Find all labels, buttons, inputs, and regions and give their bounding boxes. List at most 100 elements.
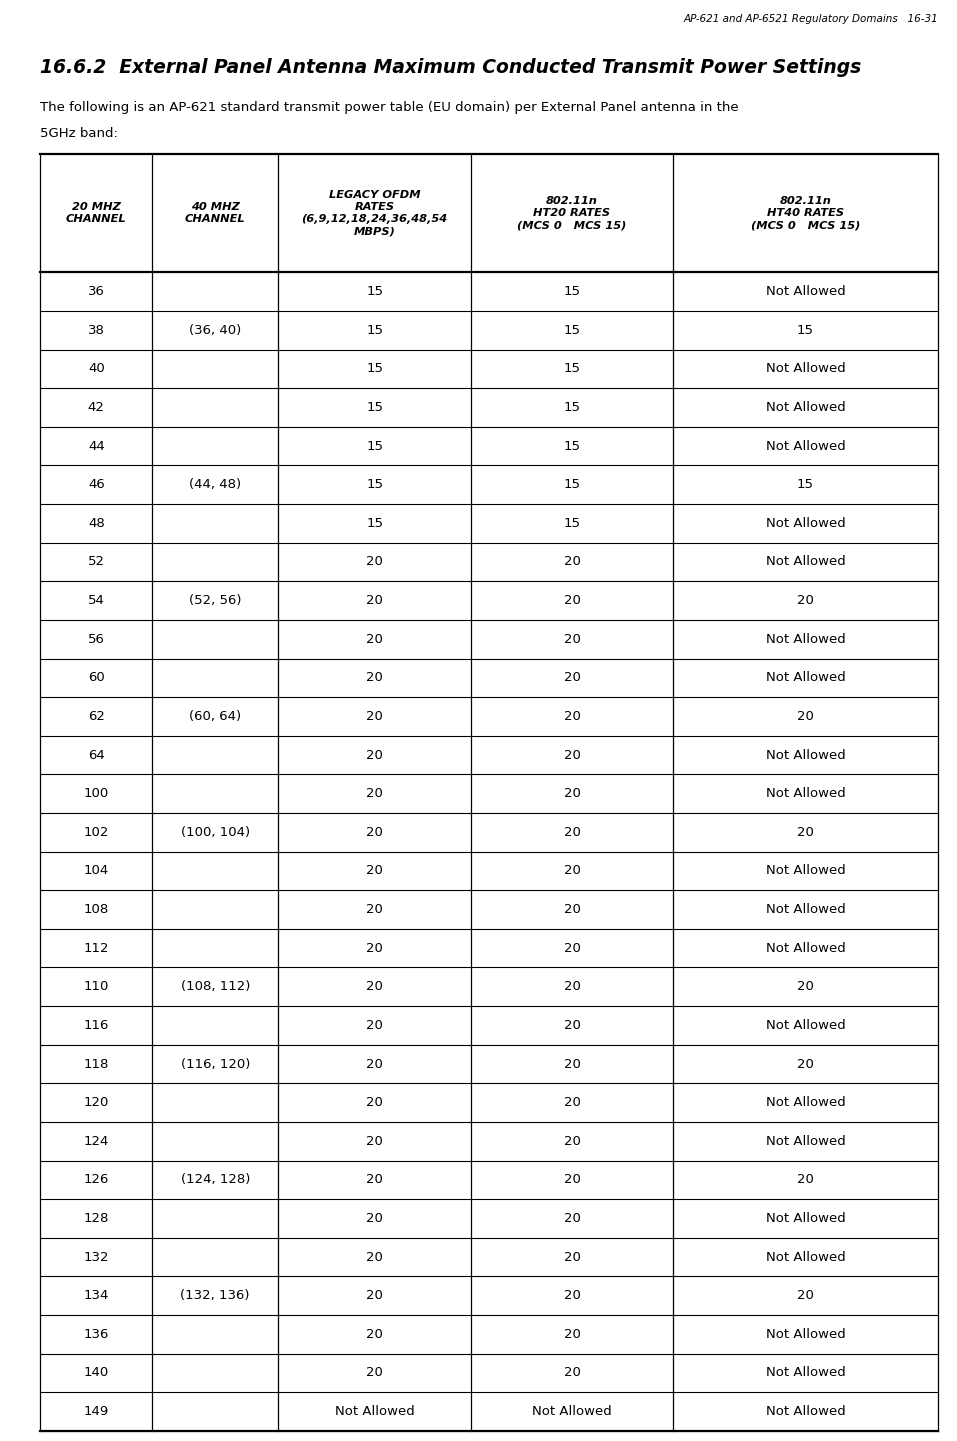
Text: 15: 15 <box>367 324 383 337</box>
Text: 54: 54 <box>88 594 104 607</box>
Text: 20: 20 <box>367 1212 383 1225</box>
Text: 108: 108 <box>83 904 109 916</box>
Text: 15: 15 <box>797 324 814 337</box>
Text: (52, 56): (52, 56) <box>189 594 241 607</box>
Text: 20: 20 <box>564 1058 581 1071</box>
Text: 56: 56 <box>88 633 104 646</box>
Text: 15: 15 <box>564 285 581 298</box>
Text: 5GHz band:: 5GHz band: <box>40 127 118 140</box>
Text: Not Allowed: Not Allowed <box>766 1405 845 1418</box>
Text: 38: 38 <box>88 324 104 337</box>
Text: (100, 104): (100, 104) <box>181 826 250 839</box>
Text: Not Allowed: Not Allowed <box>766 1019 845 1032</box>
Text: 20: 20 <box>797 1058 813 1071</box>
Text: Not Allowed: Not Allowed <box>766 633 845 646</box>
Text: (60, 64): (60, 64) <box>189 710 241 723</box>
Text: 20: 20 <box>367 1134 383 1148</box>
Text: 20: 20 <box>564 748 581 762</box>
Text: 20: 20 <box>797 826 813 839</box>
Text: 20: 20 <box>367 787 383 800</box>
Text: 110: 110 <box>83 980 109 993</box>
Text: Not Allowed: Not Allowed <box>335 1405 414 1418</box>
Text: Not Allowed: Not Allowed <box>766 1327 845 1342</box>
Text: Not Allowed: Not Allowed <box>766 1134 845 1148</box>
Text: 124: 124 <box>83 1134 109 1148</box>
Text: 36: 36 <box>88 285 104 298</box>
Text: 20: 20 <box>367 865 383 878</box>
Text: 102: 102 <box>83 826 109 839</box>
Text: 40 MHZ
CHANNEL: 40 MHZ CHANNEL <box>185 202 246 225</box>
Text: (124, 128): (124, 128) <box>181 1173 250 1186</box>
Text: 132: 132 <box>83 1251 109 1264</box>
Text: Not Allowed: Not Allowed <box>766 362 845 376</box>
Text: 140: 140 <box>83 1366 109 1379</box>
Text: 52: 52 <box>88 555 105 569</box>
Text: 126: 126 <box>83 1173 109 1186</box>
Text: 20: 20 <box>564 1173 581 1186</box>
Text: 136: 136 <box>83 1327 109 1342</box>
Text: 20: 20 <box>564 1327 581 1342</box>
Text: 20: 20 <box>367 710 383 723</box>
Text: 104: 104 <box>83 865 109 878</box>
Text: 15: 15 <box>367 362 383 376</box>
Text: 20: 20 <box>564 1134 581 1148</box>
Text: 15: 15 <box>564 517 581 530</box>
Text: 20: 20 <box>564 1019 581 1032</box>
Text: Not Allowed: Not Allowed <box>532 1405 612 1418</box>
Text: 40: 40 <box>88 362 104 376</box>
Text: Not Allowed: Not Allowed <box>766 1366 845 1379</box>
Text: 20: 20 <box>564 1251 581 1264</box>
Text: Not Allowed: Not Allowed <box>766 904 845 916</box>
Text: 20: 20 <box>564 1290 581 1303</box>
Text: 20: 20 <box>367 594 383 607</box>
Text: 20: 20 <box>564 633 581 646</box>
Text: Not Allowed: Not Allowed <box>766 787 845 800</box>
Text: 20: 20 <box>564 941 581 955</box>
Text: 20: 20 <box>367 904 383 916</box>
Text: Not Allowed: Not Allowed <box>766 941 845 955</box>
Text: 20: 20 <box>367 1058 383 1071</box>
Text: 20: 20 <box>797 1173 813 1186</box>
Text: 120: 120 <box>83 1097 109 1110</box>
Text: 15: 15 <box>367 401 383 414</box>
Text: 64: 64 <box>88 748 104 762</box>
Text: 20: 20 <box>797 1290 813 1303</box>
Text: 149: 149 <box>83 1405 109 1418</box>
Text: 20: 20 <box>564 555 581 569</box>
Text: 15: 15 <box>367 478 383 491</box>
Text: AP-621 and AP-6521 Regulatory Domains   16-31: AP-621 and AP-6521 Regulatory Domains 16… <box>683 14 938 24</box>
Text: 112: 112 <box>83 941 109 955</box>
Text: 134: 134 <box>83 1290 109 1303</box>
Text: 20: 20 <box>564 1097 581 1110</box>
Text: 15: 15 <box>564 362 581 376</box>
Text: Not Allowed: Not Allowed <box>766 440 845 452</box>
Text: 20: 20 <box>564 787 581 800</box>
Text: 15: 15 <box>367 440 383 452</box>
Text: 20: 20 <box>564 1212 581 1225</box>
Text: 128: 128 <box>83 1212 109 1225</box>
Text: Not Allowed: Not Allowed <box>766 517 845 530</box>
Text: 20: 20 <box>797 594 813 607</box>
Text: 20: 20 <box>367 941 383 955</box>
Text: Not Allowed: Not Allowed <box>766 285 845 298</box>
Text: 62: 62 <box>88 710 104 723</box>
Text: 15: 15 <box>564 478 581 491</box>
Text: 20: 20 <box>797 980 813 993</box>
Text: 20: 20 <box>367 1366 383 1379</box>
Text: 48: 48 <box>88 517 104 530</box>
Text: 20: 20 <box>367 1251 383 1264</box>
Text: 20: 20 <box>367 1290 383 1303</box>
Text: Not Allowed: Not Allowed <box>766 555 845 569</box>
Text: 20: 20 <box>367 672 383 684</box>
Text: 20: 20 <box>564 980 581 993</box>
Text: 44: 44 <box>88 440 104 452</box>
Text: 20: 20 <box>564 710 581 723</box>
Text: 20: 20 <box>367 980 383 993</box>
Text: 46: 46 <box>88 478 104 491</box>
Text: (116, 120): (116, 120) <box>181 1058 250 1071</box>
Text: 60: 60 <box>88 672 104 684</box>
Text: 20: 20 <box>367 748 383 762</box>
Text: 20: 20 <box>367 1097 383 1110</box>
Text: 116: 116 <box>83 1019 109 1032</box>
Text: (36, 40): (36, 40) <box>189 324 241 337</box>
